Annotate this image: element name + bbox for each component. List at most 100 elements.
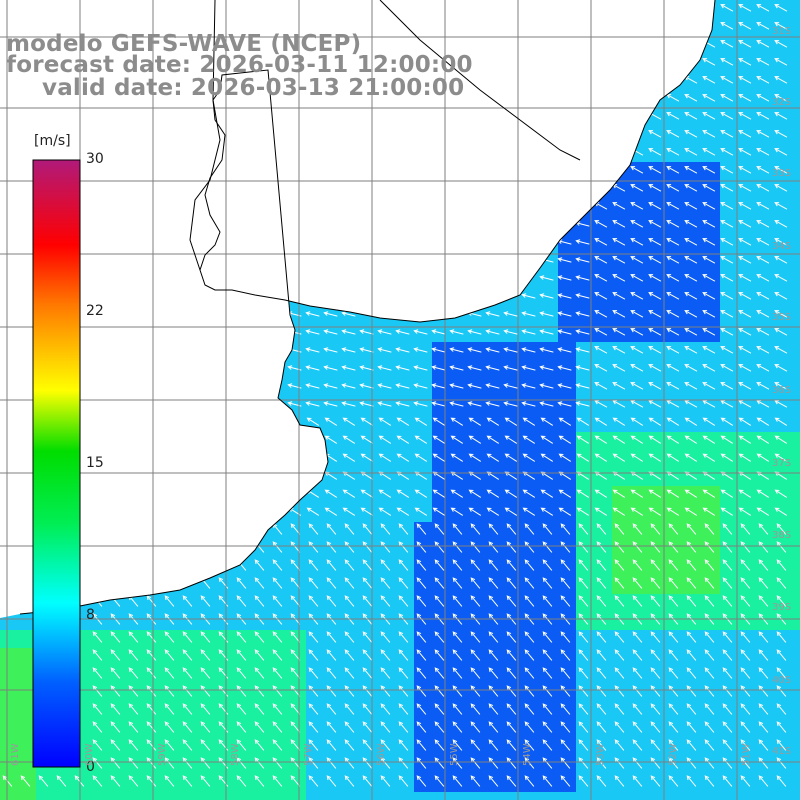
wind-arrow (630, 274, 644, 282)
wind-arrow (557, 239, 572, 245)
wind-arrow (92, 667, 103, 679)
wind-arrow (738, 130, 752, 138)
wind-arrow (666, 148, 680, 156)
model-title: modelo GEFS-WAVE (NCEP) (6, 31, 362, 57)
wind-speed-cell (108, 792, 127, 800)
wind-arrow (557, 275, 572, 281)
wind-arrow (233, 113, 248, 119)
wind-arrow (650, 685, 661, 697)
wind-arrow (398, 667, 409, 679)
wind-speed-cell (792, 630, 800, 649)
wind-arrow (560, 775, 571, 787)
wind-speed-cell (792, 540, 800, 559)
wind-arrow (774, 435, 788, 444)
wind-speed-cell (0, 792, 19, 800)
wind-arrow (756, 400, 770, 408)
wind-arrow (398, 685, 409, 697)
wind-arrow (254, 721, 265, 733)
wind-arrow (182, 595, 193, 607)
wind-arrow (776, 541, 787, 553)
wind-arrow (308, 739, 319, 751)
wind-arrow (614, 523, 625, 535)
wind-speed-cell (792, 612, 800, 631)
wind-arrow (431, 347, 446, 353)
wind-arrow (720, 76, 734, 84)
wind-arrow (146, 739, 157, 751)
wind-arrow (686, 595, 697, 607)
wind-arrow (539, 293, 554, 299)
wind-arrow (251, 221, 266, 227)
wind-arrow (254, 703, 265, 715)
wind-arrow (650, 667, 661, 679)
wind-arrow (326, 595, 337, 607)
wind-arrow (452, 577, 463, 589)
wind-arrow (378, 489, 392, 498)
wind-speed-cell (792, 288, 800, 307)
wind-arrow (720, 4, 734, 12)
wind-arrow (614, 541, 625, 553)
wind-arrow (738, 40, 752, 48)
wind-arrow (756, 148, 770, 156)
wind-arrow (341, 347, 356, 353)
wind-arrow (470, 523, 481, 535)
wind-arrow (254, 577, 265, 589)
wind-arrow (470, 739, 481, 751)
wind-arrow (272, 559, 283, 571)
wind-arrow (774, 112, 788, 120)
wind-arrow (774, 417, 788, 426)
wind-arrow (362, 757, 373, 769)
wind-arrow (594, 400, 608, 408)
wind-arrow (506, 685, 517, 697)
wind-arrow (521, 329, 536, 335)
wind-arrow (215, 77, 230, 83)
wind-arrow (377, 365, 392, 371)
lat-label-40s: 40S (772, 675, 792, 686)
wind-arrow (503, 365, 518, 371)
wind-arrow (215, 275, 230, 281)
wind-arrow (362, 721, 373, 733)
wind-arrow (704, 775, 715, 787)
wind-arrow (614, 739, 625, 751)
wind-arrow (722, 757, 733, 769)
wind-arrow (342, 489, 356, 498)
wind-arrow (200, 775, 211, 787)
wind-speed-cell (270, 792, 289, 800)
wind-arrow (524, 721, 535, 733)
wind-arrow (666, 220, 680, 228)
wind-arrow (594, 220, 608, 228)
wind-arrow (452, 595, 463, 607)
wind-arrow (666, 328, 680, 336)
wind-arrow (164, 631, 175, 643)
wind-arrow (575, 383, 590, 389)
wind-arrow (774, 507, 788, 516)
lon-label-61w: 61W (10, 743, 21, 766)
wind-speed-cell (18, 756, 37, 775)
wind-arrow (666, 417, 680, 426)
wind-arrow (776, 685, 787, 697)
wind-arrow (720, 453, 734, 462)
wind-arrow (197, 257, 212, 263)
wind-arrow (344, 667, 355, 679)
wind-speed-cell (792, 252, 800, 271)
wind-arrow (578, 703, 589, 715)
wind-arrow (380, 559, 391, 571)
wind-arrow (146, 757, 157, 769)
wind-arrow (596, 559, 607, 571)
wind-arrow (722, 739, 733, 751)
wind-speed-cell (792, 126, 800, 145)
wind-arrow (758, 685, 769, 697)
wind-arrow (774, 76, 788, 84)
wind-arrow (504, 489, 518, 498)
wind-arrow (146, 685, 157, 697)
wind-arrow (467, 365, 482, 371)
wind-speed-cell (396, 792, 415, 800)
wind-arrow (308, 523, 319, 535)
wind-arrow (233, 149, 248, 155)
wind-arrow (450, 435, 464, 444)
wind-arrow (416, 721, 427, 733)
wind-arrow (467, 347, 482, 353)
wind-arrow (488, 775, 499, 787)
wind-arrow (758, 541, 769, 553)
wind-speed-cell (792, 648, 800, 667)
wind-arrow (269, 275, 284, 281)
